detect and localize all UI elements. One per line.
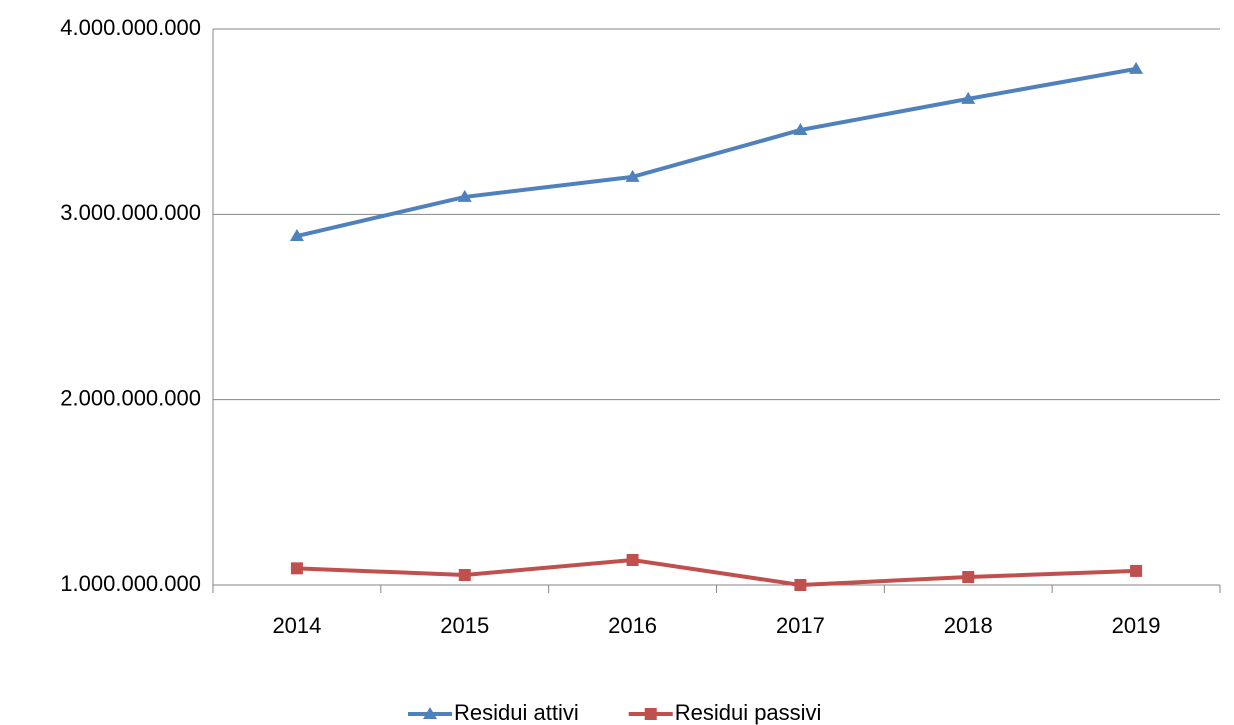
x-tick-label: 2017: [776, 613, 825, 638]
marker: [794, 579, 807, 591]
marker: [625, 169, 640, 182]
marker: [626, 553, 639, 566]
legend-marker: [423, 707, 437, 719]
marker: [1130, 564, 1143, 577]
x-tick-label: 2014: [272, 613, 321, 638]
x-tick-label: 2016: [608, 613, 657, 638]
y-tick-label: 1.000.000.000: [60, 571, 201, 596]
marker: [290, 562, 303, 575]
marker: [793, 123, 808, 136]
legend-label: Residui attivi: [454, 700, 579, 725]
x-tick-label: 2015: [440, 613, 489, 638]
line: [296, 66, 1137, 238]
marker: [289, 229, 304, 242]
y-tick-label: 4.000.000.000: [60, 15, 201, 40]
x-tick-label: 2019: [1112, 613, 1161, 638]
legend-label: Residui passivi: [675, 700, 822, 725]
marker: [961, 91, 976, 104]
y-tick-label: 2.000.000.000: [60, 385, 201, 410]
x-tick-label: 2018: [944, 613, 993, 638]
y-tick-label: 3.000.000.000: [60, 200, 201, 225]
marker: [1129, 61, 1144, 74]
marker: [458, 568, 471, 581]
marker: [457, 189, 472, 202]
marker: [962, 571, 975, 584]
legend-marker: [644, 708, 657, 720]
line: [296, 557, 1137, 588]
